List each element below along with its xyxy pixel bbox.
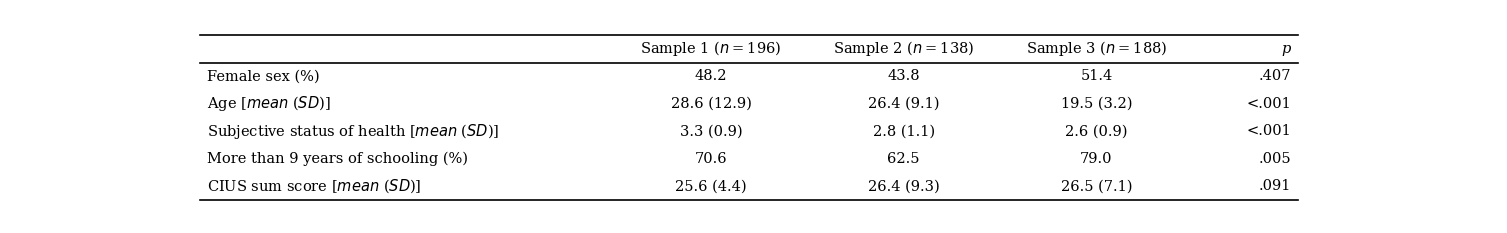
Text: Sample 2 ($n$ = 138): Sample 2 ($n$ = 138) bbox=[833, 39, 975, 58]
Text: <.001: <.001 bbox=[1246, 97, 1291, 111]
Text: 26.4 (9.3): 26.4 (9.3) bbox=[868, 179, 939, 193]
Text: 2.8 (1.1): 2.8 (1.1) bbox=[873, 124, 934, 138]
Text: p: p bbox=[1281, 42, 1291, 56]
Text: 25.6 (4.4): 25.6 (4.4) bbox=[675, 179, 747, 193]
Text: 62.5: 62.5 bbox=[888, 152, 919, 166]
Text: Age [$\mathit{mean}$ ($\mathit{SD}$)]: Age [$\mathit{mean}$ ($\mathit{SD}$)] bbox=[206, 94, 330, 113]
Text: 28.6 (12.9): 28.6 (12.9) bbox=[671, 97, 752, 111]
Text: 19.5 (3.2): 19.5 (3.2) bbox=[1061, 97, 1132, 111]
Text: 2.6 (0.9): 2.6 (0.9) bbox=[1065, 124, 1127, 138]
Text: 48.2: 48.2 bbox=[695, 69, 728, 83]
Text: More than 9 years of schooling (%): More than 9 years of schooling (%) bbox=[206, 152, 469, 166]
Text: 43.8: 43.8 bbox=[888, 69, 921, 83]
Text: Sample 3 ($n$ = 188): Sample 3 ($n$ = 188) bbox=[1026, 39, 1168, 58]
Text: Sample 1 ($n$ = 196): Sample 1 ($n$ = 196) bbox=[640, 39, 782, 58]
Text: 79.0: 79.0 bbox=[1081, 152, 1112, 166]
Text: 26.5 (7.1): 26.5 (7.1) bbox=[1061, 179, 1132, 193]
Text: .005: .005 bbox=[1258, 152, 1291, 166]
Text: 70.6: 70.6 bbox=[695, 152, 728, 166]
Text: Subjective status of health [$\mathit{mean}$ ($\mathit{SD}$)]: Subjective status of health [$\mathit{me… bbox=[206, 122, 499, 141]
Text: .091: .091 bbox=[1258, 179, 1291, 193]
Text: Female sex (%): Female sex (%) bbox=[206, 69, 319, 83]
Text: 26.4 (9.1): 26.4 (9.1) bbox=[868, 97, 939, 111]
Text: 3.3 (0.9): 3.3 (0.9) bbox=[680, 124, 743, 138]
Text: <.001: <.001 bbox=[1246, 124, 1291, 138]
Text: 51.4: 51.4 bbox=[1081, 69, 1112, 83]
Text: CIUS sum score [$\mathit{mean}$ ($\mathit{SD}$)]: CIUS sum score [$\mathit{mean}$ ($\mathi… bbox=[206, 178, 422, 195]
Text: .407: .407 bbox=[1258, 69, 1291, 83]
